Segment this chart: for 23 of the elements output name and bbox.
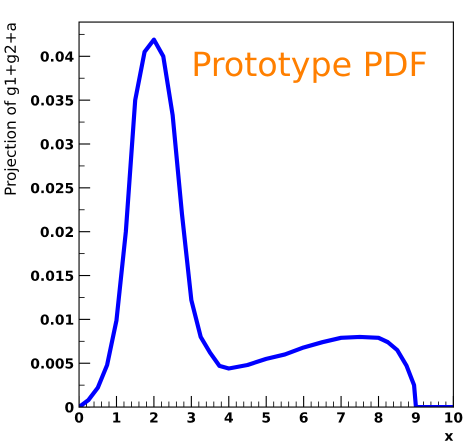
x-tick-label: 9	[412, 412, 420, 423]
y-axis-title: Projection of g1+g2+a	[4, 23, 19, 194]
y-tick-label: 0.035	[30, 95, 74, 106]
x-tick-label: 5	[262, 412, 270, 423]
y-tick-label: 0	[65, 402, 74, 413]
y-tick-label: 0.005	[30, 358, 74, 369]
x-axis-title: x	[444, 433, 454, 441]
y-tick-label: 0.01	[40, 314, 74, 325]
y-tick-label: 0.015	[30, 270, 74, 282]
x-tick-label: 0	[74, 412, 84, 423]
x-tick-label: 8	[374, 412, 382, 423]
x-tick-label: 2	[150, 412, 158, 422]
text: Prototype PDF	[194, 52, 426, 83]
y-tick-label: 0.02	[40, 226, 73, 238]
y-tick-label: 0.025	[30, 182, 74, 194]
y-tick-label: 0.03	[40, 138, 74, 150]
x-tick-label: 3	[187, 412, 196, 423]
y-tick-label: 0.04	[40, 51, 74, 62]
x-tick-label: 4	[224, 412, 233, 422]
x-tick-label: 6	[300, 412, 308, 423]
x-tick-label: 1	[113, 412, 120, 422]
x-tick-label: 7	[337, 412, 345, 422]
x-tick-label: 10	[445, 412, 462, 423]
